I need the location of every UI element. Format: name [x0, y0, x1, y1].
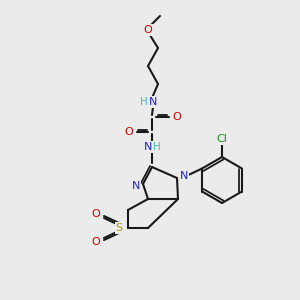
Text: N: N — [149, 97, 157, 107]
Text: N: N — [132, 181, 140, 191]
Text: H: H — [140, 97, 148, 107]
Text: O: O — [144, 25, 152, 35]
Text: Cl: Cl — [217, 134, 227, 144]
Text: S: S — [116, 223, 123, 233]
Text: H: H — [153, 142, 161, 152]
Text: O: O — [172, 112, 182, 122]
Text: O: O — [92, 237, 100, 247]
Text: O: O — [124, 127, 134, 137]
Text: O: O — [92, 209, 100, 219]
Text: N: N — [144, 142, 152, 152]
Text: N: N — [180, 171, 188, 181]
